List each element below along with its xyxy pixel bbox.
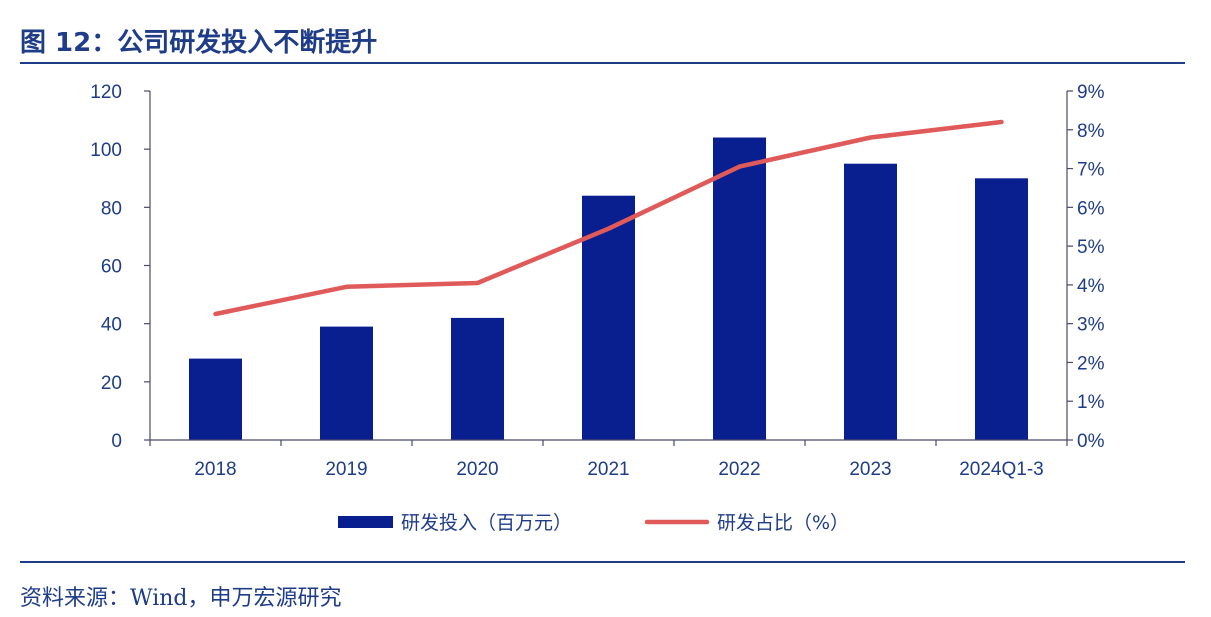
- x-tick-label: 2023: [849, 459, 891, 480]
- y-tick-label: 0: [111, 431, 122, 452]
- y-tick-label: 20: [101, 373, 122, 394]
- x-tick-label: 2022: [718, 459, 760, 480]
- y-tick-label: 100: [90, 140, 122, 161]
- y2-tick-label: 4%: [1077, 276, 1105, 297]
- y-tick-label: 40: [101, 315, 122, 336]
- chart-area: 0 20 40 60 80 100 120 0% 1% 2% 3% 4% 5% 6% 7% 8% 9% 2018 2…: [90, 82, 1105, 534]
- bar-2022: [713, 137, 766, 440]
- title-bar: 图 12：公司研发投入不断提升: [20, 18, 1185, 64]
- y-tick-label: 120: [90, 82, 122, 103]
- x-tick-label: 2024Q1-3: [959, 459, 1044, 480]
- bar-2024Q1-3: [975, 178, 1028, 441]
- chart-title: 图 12：公司研发投入不断提升: [20, 28, 378, 58]
- bar-2018: [189, 358, 242, 440]
- legend-label-bar: 研发投入（百万元）: [401, 512, 572, 534]
- y2-tick-label: 9%: [1077, 82, 1105, 103]
- bar-2019: [320, 326, 373, 440]
- y2-tick-label: 7%: [1077, 160, 1105, 181]
- legend-swatch-bar: [338, 516, 393, 528]
- x-tick-label: 2019: [325, 459, 367, 480]
- y2-tick-label: 0%: [1077, 431, 1105, 452]
- bar-2021: [582, 195, 635, 440]
- y-tick-label: 80: [101, 198, 122, 219]
- y2-tick-label: 3%: [1077, 315, 1105, 336]
- y2-tick-label: 1%: [1077, 392, 1105, 413]
- footer-divider: [20, 561, 1185, 563]
- bar-2020: [451, 317, 504, 440]
- y-tick-label: 60: [101, 257, 122, 278]
- x-tick-label: 2021: [587, 459, 629, 480]
- y2-tick-label: 2%: [1077, 353, 1105, 374]
- x-tick-label: 2018: [194, 459, 236, 480]
- x-tick-label: 2020: [456, 459, 498, 480]
- legend-label-line: 研发占比（%）: [717, 512, 849, 534]
- y2-tick-label: 8%: [1077, 121, 1105, 142]
- bar-2023: [844, 163, 897, 440]
- y2-tick-label: 5%: [1077, 237, 1105, 258]
- source-note: 资料来源：Wind，申万宏源研究: [20, 586, 342, 611]
- y2-tick-label: 6%: [1077, 198, 1105, 219]
